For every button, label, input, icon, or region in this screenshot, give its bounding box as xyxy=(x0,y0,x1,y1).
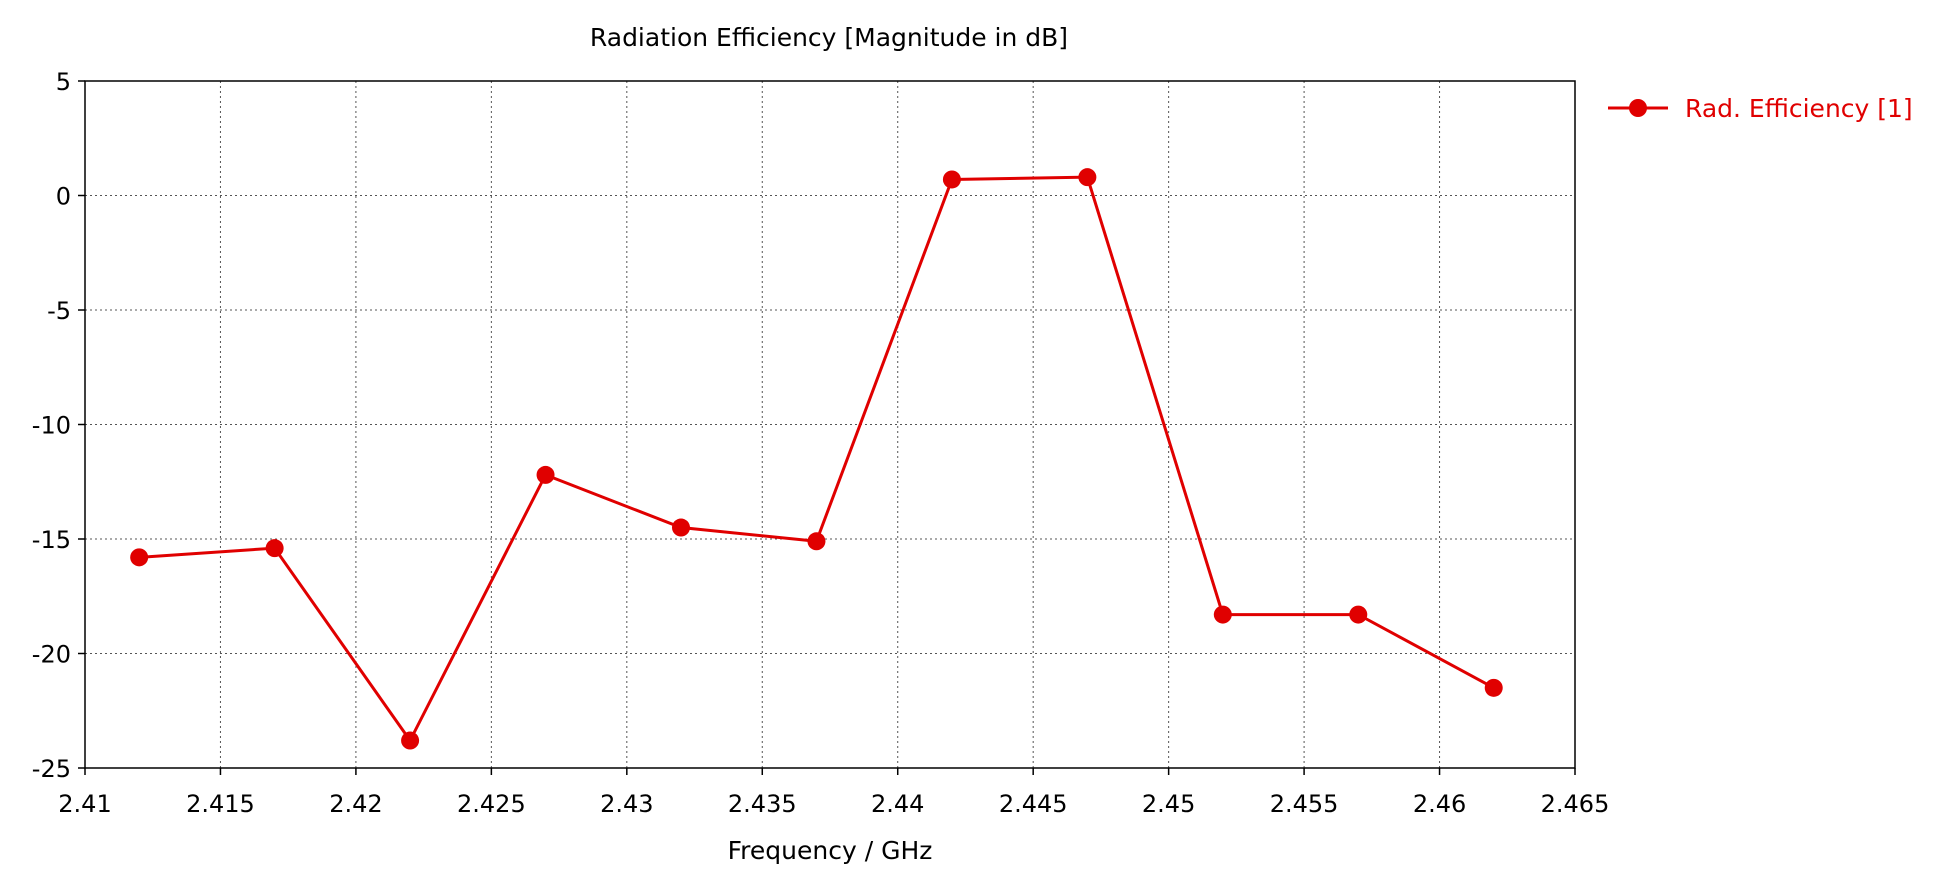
x-tick-label: 2.42 xyxy=(329,790,382,818)
data-point[interactable] xyxy=(1484,678,1503,697)
legend[interactable]: Rad. Efficiency [1] xyxy=(1608,94,1913,123)
x-tick-label: 2.465 xyxy=(1541,790,1610,818)
x-tick-label: 2.46 xyxy=(1413,790,1466,818)
data-point[interactable] xyxy=(265,539,284,558)
series-layer xyxy=(130,168,1503,750)
data-point[interactable] xyxy=(942,170,961,189)
series-line xyxy=(139,175,1495,744)
legend-label: Rad. Efficiency [1] xyxy=(1685,94,1913,123)
x-tick-label: 2.445 xyxy=(999,790,1068,818)
data-point[interactable] xyxy=(536,465,555,484)
legend-marker xyxy=(1629,99,1647,117)
x-axis-label: Frequency / GHz xyxy=(728,836,933,865)
x-tick-label: 2.415 xyxy=(186,790,255,818)
x-tick-label: 2.41 xyxy=(58,790,111,818)
data-point[interactable] xyxy=(401,731,420,750)
data-point[interactable] xyxy=(807,532,826,551)
data-point[interactable] xyxy=(130,548,149,567)
x-axis: 2.41 2.415 2.42 2.425 2.43 2.435 2.44 2.445 2.45… xyxy=(58,768,1609,818)
data-point[interactable] xyxy=(672,518,690,537)
grid xyxy=(85,81,1575,768)
x-tick-label: 2.45 xyxy=(1142,790,1195,818)
y-axis: 5 0 -5 -10 -15 -20 -25 xyxy=(32,68,85,783)
y-tick-label: 5 xyxy=(56,68,71,96)
y-tick-label: 0 xyxy=(56,183,71,211)
chart-title: Radiation Efficiency [Magnitude in dB] xyxy=(590,23,1068,52)
data-point[interactable] xyxy=(1213,605,1232,624)
y-tick-label: -15 xyxy=(32,526,71,554)
y-tick-label: -25 xyxy=(32,755,71,783)
x-tick-label: 2.44 xyxy=(871,790,924,818)
x-tick-label: 2.425 xyxy=(457,790,526,818)
x-tick-label: 2.455 xyxy=(1270,790,1339,818)
y-tick-label: -10 xyxy=(32,412,71,440)
x-tick-label: 2.43 xyxy=(600,790,653,818)
data-point[interactable] xyxy=(1078,168,1097,187)
x-tick-label: 2.435 xyxy=(728,790,797,818)
y-tick-label: -5 xyxy=(47,297,71,325)
data-point[interactable] xyxy=(1349,605,1368,624)
y-tick-label: -20 xyxy=(32,641,71,669)
